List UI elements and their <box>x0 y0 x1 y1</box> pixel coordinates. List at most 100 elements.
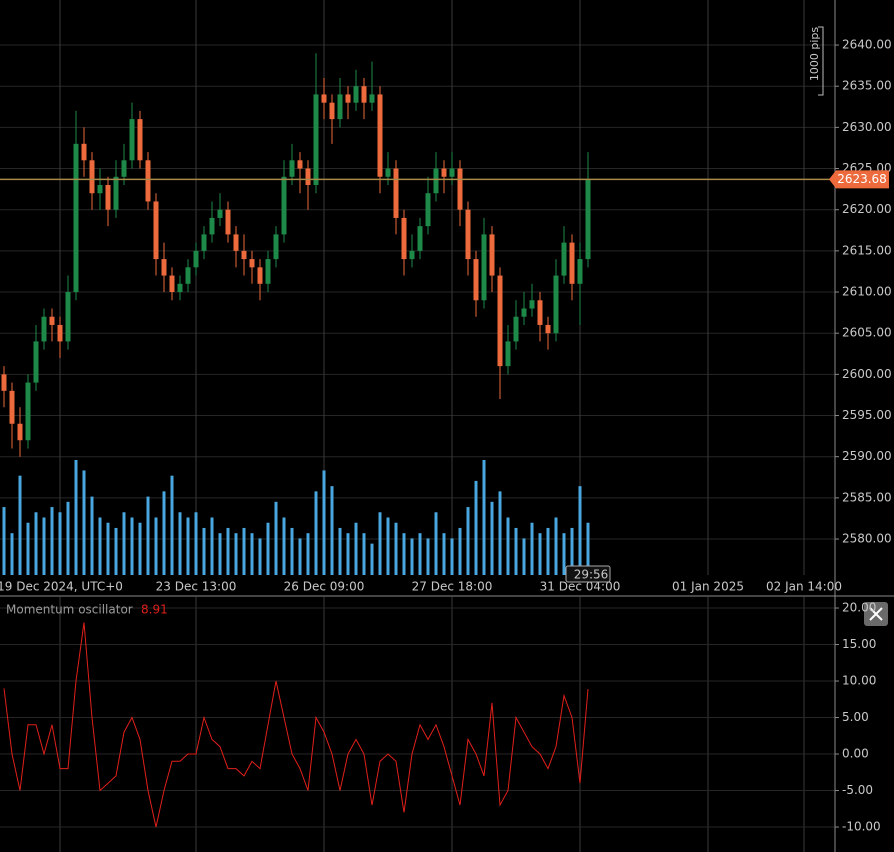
scale-label: 1000 pips <box>808 27 821 82</box>
volume-bar <box>490 501 494 575</box>
volume-bar <box>194 512 198 575</box>
volume-bar <box>554 517 558 575</box>
candle-body <box>209 217 215 235</box>
volume-bar <box>498 491 502 575</box>
volume-bar <box>538 533 542 575</box>
candle-body <box>281 176 287 235</box>
candle-body <box>553 275 559 334</box>
volume-bar <box>170 475 174 575</box>
candle-body <box>65 292 71 342</box>
volume-bar <box>370 543 374 575</box>
candle-body <box>425 193 431 227</box>
candle-body <box>537 300 543 325</box>
candle-body <box>73 143 79 293</box>
candle-body <box>225 209 231 235</box>
volume-bar <box>66 501 70 575</box>
scale-bracket <box>818 26 824 96</box>
volume-bar <box>322 470 326 575</box>
volume-bar <box>82 470 86 575</box>
volume-bar <box>426 538 430 575</box>
last-price-badge <box>829 170 889 189</box>
candle-body <box>433 168 439 194</box>
candle-body <box>377 94 383 177</box>
y-tick-label: 2590.00 <box>842 449 892 463</box>
volume-bar <box>450 538 454 575</box>
y-tick-label: -10.00 <box>842 820 881 834</box>
candle-body <box>97 184 103 194</box>
candle-body <box>409 250 415 260</box>
volume-bar <box>186 517 190 575</box>
candle-body <box>505 341 511 367</box>
candle-body <box>465 209 471 260</box>
candle-body <box>297 160 303 169</box>
volume-bar <box>138 522 142 575</box>
volume-bar <box>178 512 182 575</box>
volume-bar <box>290 527 294 575</box>
volume-bar <box>2 507 6 575</box>
volume-bar <box>274 501 278 575</box>
candle-body <box>569 242 575 284</box>
last-price-label: 2623.68 <box>837 172 887 186</box>
volume-bar <box>466 507 470 575</box>
volume-bar <box>98 517 102 575</box>
candle-body <box>473 259 479 301</box>
volume-bar <box>282 517 286 575</box>
indicator-value: 8.91 <box>141 603 168 617</box>
x-tick-label: 26 Dec 09:00 <box>284 580 365 594</box>
scale-marker: 1000 pips <box>808 26 824 96</box>
candle-body <box>289 160 295 177</box>
candle-body <box>161 259 167 276</box>
volume-bar <box>522 538 526 575</box>
candle-body <box>33 341 39 383</box>
candle-body <box>401 217 407 260</box>
volume-bar <box>378 512 382 575</box>
candle-body <box>121 160 127 177</box>
candle-body <box>353 86 359 103</box>
candle-body <box>329 102 335 120</box>
volume-bar <box>114 527 118 575</box>
candle-body <box>313 94 319 185</box>
candle-body <box>529 300 535 309</box>
close-button[interactable] <box>864 602 888 626</box>
y-tick-label: 2620.00 <box>842 202 892 216</box>
y-tick-label: 10.00 <box>842 674 876 688</box>
candle-body <box>457 168 463 210</box>
volume-bar <box>482 460 486 575</box>
candle-body <box>321 94 327 103</box>
volume-bar <box>330 486 334 575</box>
volume-bar <box>242 527 246 575</box>
volume-bar <box>354 522 358 575</box>
candle-body <box>441 168 447 177</box>
volume-bar <box>218 533 222 575</box>
volume-bar <box>338 527 342 575</box>
y-tick-label: 2600.00 <box>842 367 892 381</box>
volume-bar <box>386 517 390 575</box>
volume-bar <box>250 533 254 575</box>
y-tick-label: 20.00 <box>842 601 876 615</box>
candle-body <box>169 275 175 293</box>
candle-body <box>41 316 47 342</box>
volume-bar <box>122 512 126 575</box>
volume-bar <box>34 512 38 575</box>
plot <box>0 53 835 828</box>
volume-bar <box>154 517 158 575</box>
candle-body <box>257 267 263 284</box>
candle-body <box>201 234 207 251</box>
y-tick-label: 2640.00 <box>842 38 892 52</box>
candle-body <box>177 283 183 293</box>
candle-body <box>489 234 495 276</box>
volume-bar <box>106 522 110 575</box>
volume-bar <box>258 538 262 575</box>
y-tick-label: 5.00 <box>842 710 869 724</box>
volume-bar <box>394 522 398 575</box>
x-tick-label: 31 Dec 04:00 <box>540 580 621 594</box>
volume-bar <box>418 533 422 575</box>
volume-bar <box>458 527 462 575</box>
candle-body <box>385 168 391 177</box>
candle-body <box>369 94 375 103</box>
candle-body <box>129 119 135 161</box>
volume-bar <box>434 512 438 575</box>
volume-bar <box>58 512 62 575</box>
close-icon[interactable] <box>869 607 883 621</box>
